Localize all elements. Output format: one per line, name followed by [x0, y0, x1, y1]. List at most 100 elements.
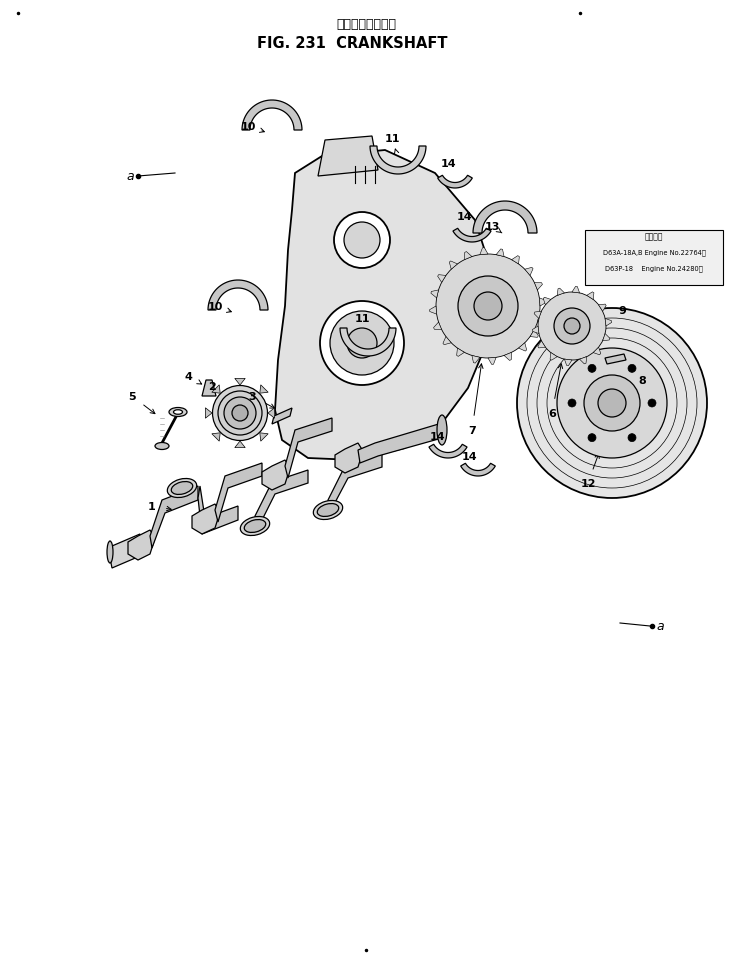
Text: D63A-18A,B Engine No.22764～: D63A-18A,B Engine No.22764～ — [602, 249, 706, 256]
Polygon shape — [457, 349, 464, 357]
Polygon shape — [212, 433, 220, 442]
Text: 9: 9 — [618, 306, 626, 316]
Circle shape — [320, 301, 404, 385]
FancyBboxPatch shape — [585, 231, 723, 286]
Polygon shape — [599, 305, 606, 312]
Text: 3: 3 — [248, 391, 255, 402]
Polygon shape — [275, 151, 492, 461]
Circle shape — [458, 277, 518, 336]
Circle shape — [648, 400, 656, 408]
Polygon shape — [272, 409, 292, 424]
Polygon shape — [150, 486, 198, 549]
Polygon shape — [557, 289, 564, 296]
Polygon shape — [438, 276, 446, 283]
Polygon shape — [449, 262, 458, 270]
Polygon shape — [443, 337, 451, 345]
Circle shape — [598, 389, 626, 418]
Polygon shape — [593, 348, 601, 355]
Polygon shape — [335, 444, 363, 473]
Polygon shape — [242, 101, 302, 131]
Polygon shape — [433, 323, 441, 331]
Polygon shape — [328, 455, 382, 512]
Polygon shape — [605, 319, 612, 327]
Polygon shape — [198, 486, 238, 534]
Text: a: a — [656, 620, 664, 633]
Polygon shape — [340, 329, 396, 357]
Polygon shape — [605, 355, 626, 365]
Text: 8: 8 — [638, 376, 646, 385]
Circle shape — [517, 309, 707, 499]
Polygon shape — [453, 229, 491, 243]
Text: a: a — [126, 170, 134, 183]
Polygon shape — [202, 380, 216, 397]
Text: 6: 6 — [548, 409, 556, 419]
Text: 1: 1 — [148, 502, 156, 511]
Circle shape — [588, 365, 596, 373]
Circle shape — [474, 292, 502, 321]
Text: 7: 7 — [468, 425, 476, 435]
Ellipse shape — [437, 416, 447, 446]
Polygon shape — [212, 385, 220, 394]
Circle shape — [568, 400, 576, 408]
Text: 10: 10 — [207, 301, 223, 312]
Text: D63P-18    Engine No.24280～: D63P-18 Engine No.24280～ — [605, 265, 703, 272]
Text: 2: 2 — [208, 381, 216, 391]
Ellipse shape — [171, 482, 193, 495]
Text: FIG. 231  CRANKSHAFT: FIG. 231 CRANKSHAFT — [257, 35, 447, 51]
Text: 適用年鑑: 適用年鑑 — [645, 232, 663, 242]
Polygon shape — [128, 530, 155, 560]
Text: 11: 11 — [354, 314, 370, 324]
Text: 11: 11 — [384, 134, 400, 144]
Polygon shape — [504, 353, 512, 361]
Polygon shape — [268, 409, 274, 419]
Polygon shape — [429, 445, 467, 459]
Circle shape — [588, 434, 596, 442]
Circle shape — [628, 434, 636, 442]
Polygon shape — [208, 281, 268, 311]
Polygon shape — [235, 379, 245, 385]
Text: 12: 12 — [580, 478, 596, 488]
Ellipse shape — [155, 443, 169, 450]
Text: 14: 14 — [430, 431, 446, 441]
Polygon shape — [534, 312, 542, 319]
Circle shape — [344, 223, 380, 259]
Text: 13: 13 — [485, 222, 500, 232]
Polygon shape — [530, 331, 538, 338]
Circle shape — [584, 376, 640, 431]
Polygon shape — [215, 464, 262, 522]
Polygon shape — [488, 358, 496, 365]
Circle shape — [557, 348, 667, 459]
Polygon shape — [587, 292, 594, 300]
Polygon shape — [370, 147, 426, 175]
Ellipse shape — [313, 501, 343, 520]
Polygon shape — [260, 433, 268, 442]
Polygon shape — [518, 343, 527, 352]
Ellipse shape — [212, 386, 267, 441]
Polygon shape — [358, 423, 442, 464]
Polygon shape — [260, 385, 268, 394]
Text: 10: 10 — [240, 122, 255, 132]
Text: 5: 5 — [128, 391, 136, 402]
Polygon shape — [460, 464, 496, 476]
Ellipse shape — [244, 520, 266, 533]
Text: 14: 14 — [462, 452, 478, 462]
Polygon shape — [438, 176, 472, 189]
Polygon shape — [580, 357, 587, 365]
Polygon shape — [538, 341, 545, 348]
Ellipse shape — [168, 479, 197, 498]
Ellipse shape — [169, 408, 187, 417]
Text: クランクシャフト: クランクシャフト — [336, 18, 396, 30]
Circle shape — [554, 309, 590, 344]
Polygon shape — [564, 360, 572, 367]
Polygon shape — [532, 327, 539, 334]
Ellipse shape — [240, 517, 269, 536]
Polygon shape — [543, 298, 550, 305]
Polygon shape — [550, 353, 557, 361]
Polygon shape — [235, 441, 245, 448]
Polygon shape — [496, 249, 504, 257]
Text: 4: 4 — [184, 372, 192, 381]
Polygon shape — [464, 252, 472, 260]
Polygon shape — [572, 288, 580, 293]
Circle shape — [436, 254, 540, 359]
Polygon shape — [472, 356, 480, 364]
